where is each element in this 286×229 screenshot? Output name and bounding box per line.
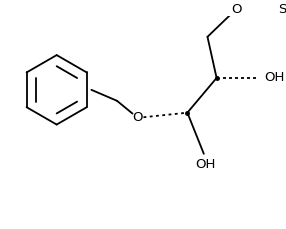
Text: O: O bbox=[132, 111, 142, 124]
Text: Si: Si bbox=[278, 3, 286, 16]
Text: OH: OH bbox=[264, 71, 284, 85]
Text: OH: OH bbox=[195, 158, 216, 171]
Text: O: O bbox=[231, 3, 242, 16]
